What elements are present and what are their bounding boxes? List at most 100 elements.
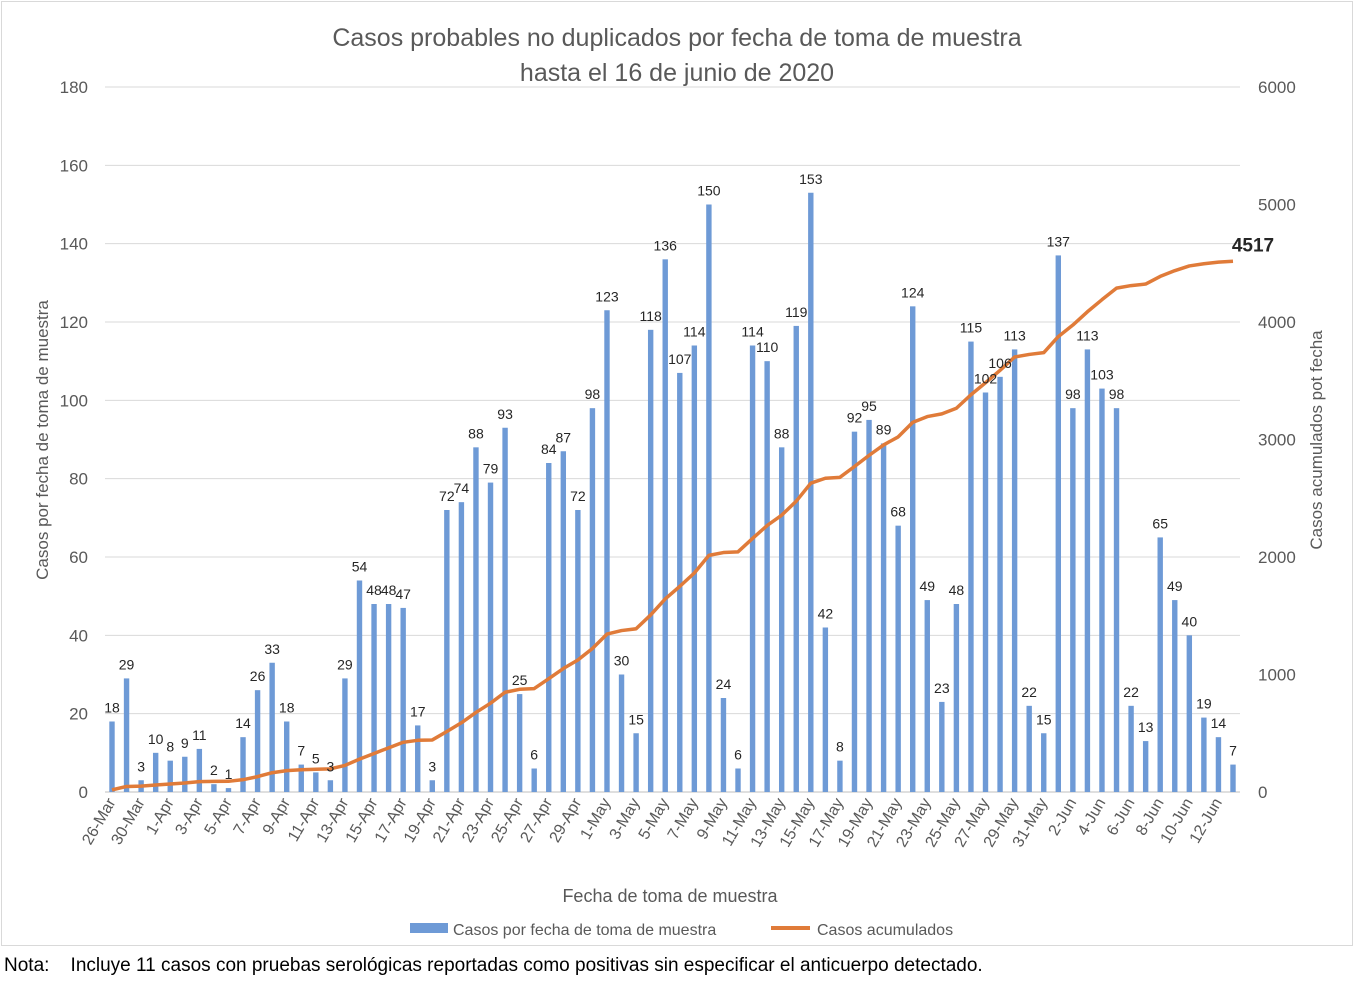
y-tick-label: 60 (69, 548, 88, 567)
bar-data-label: 110 (756, 339, 779, 355)
bar-data-label: 98 (1065, 386, 1081, 402)
bar (1128, 705, 1134, 792)
bar-data-label: 89 (876, 421, 892, 437)
y2-axis-label: Casos acumulados pot fecha (1307, 330, 1326, 550)
bar (1157, 537, 1163, 792)
bar-data-label: 153 (799, 171, 823, 187)
bar-data-label: 74 (454, 480, 470, 496)
bar (429, 780, 435, 792)
y-tick-label: 180 (60, 78, 88, 97)
legend-swatch-bars (410, 923, 448, 933)
bar-data-label: 42 (818, 606, 834, 622)
bar (400, 607, 406, 792)
cumulative-end-label: 4517 (1232, 235, 1274, 256)
bar (851, 431, 858, 792)
bar (196, 748, 203, 792)
bar (982, 392, 989, 792)
bar (706, 204, 712, 792)
bar (444, 510, 450, 792)
bar (415, 725, 421, 792)
y2-tick-label: 0 (1258, 783, 1267, 802)
bar (633, 733, 639, 792)
bar (939, 701, 945, 792)
line-series (111, 259, 1234, 792)
bar (1142, 741, 1149, 792)
bar-data-label: 26 (250, 668, 266, 684)
bar (720, 698, 727, 792)
bar (910, 306, 916, 792)
bar (458, 502, 465, 792)
bar (254, 690, 261, 792)
bar (793, 325, 799, 792)
bar-data-label: 15 (628, 711, 644, 727)
bar-data-label: 2 (210, 762, 218, 778)
y-tick-label: 100 (60, 391, 88, 410)
bar-data-label: 24 (716, 676, 732, 692)
bar (895, 525, 901, 792)
y2-tick-label: 2000 (1258, 548, 1296, 567)
y-tick-label: 80 (69, 470, 88, 489)
y2-tick-label: 5000 (1258, 196, 1296, 215)
bar-data-label: 113 (1003, 327, 1026, 343)
chart-subtitle: hasta el 16 de junio de 2020 (520, 59, 834, 87)
bar (589, 408, 596, 792)
bar-data-label: 3 (428, 758, 436, 774)
bar (1099, 388, 1105, 792)
bar (560, 451, 567, 792)
bar-data-label: 136 (654, 237, 678, 253)
bar-data-label: 103 (1090, 367, 1114, 383)
bar (808, 192, 814, 792)
bar-data-label: 107 (668, 351, 692, 367)
y-axis-label: Casos por fecha de toma de muestra (33, 300, 52, 580)
bar-data-label: 3 (326, 758, 334, 774)
bar-data-label: 7 (1229, 743, 1237, 759)
bar-data-label: 18 (104, 700, 120, 716)
bar-data-label: 19 (1196, 696, 1212, 712)
bar (1026, 705, 1032, 792)
y-tick-label: 40 (69, 626, 88, 645)
bar (677, 372, 683, 792)
bar (269, 662, 275, 792)
bar (953, 604, 960, 792)
y2-tick-label: 3000 (1258, 431, 1296, 450)
bar-data-label: 7 (297, 743, 305, 759)
bar (1172, 600, 1178, 792)
bar (327, 780, 334, 792)
bar (109, 721, 115, 792)
bar (182, 756, 188, 792)
bar-data-label: 1 (225, 766, 233, 782)
bar (502, 427, 508, 792)
bar-data-label: 48 (381, 582, 397, 598)
bar (487, 482, 494, 792)
y2-tick-label: 6000 (1258, 78, 1296, 97)
bar-data-label: 118 (639, 308, 662, 324)
bar-data-label: 14 (235, 715, 251, 731)
bar (1230, 764, 1236, 792)
y-tick-label: 160 (60, 156, 88, 175)
chart: Casos probables no duplicados por fecha … (1, 1, 1353, 946)
bar-data-label: 92 (847, 410, 863, 426)
bar (997, 376, 1003, 792)
bar-data-label: 98 (585, 386, 601, 402)
bar-data-label: 114 (683, 324, 706, 340)
bar (240, 737, 246, 792)
bar-data-label: 65 (1152, 515, 1168, 531)
bar-data-label: 6 (734, 747, 742, 763)
bar-data-label: 68 (890, 504, 906, 520)
bar-data-label: 29 (337, 656, 353, 672)
bar (371, 604, 377, 792)
bar (1055, 255, 1061, 792)
bar (473, 447, 479, 792)
bar (1041, 733, 1047, 792)
bar (225, 788, 232, 792)
bar-data-label: 17 (410, 703, 426, 719)
bar (123, 678, 130, 792)
bar-data-label: 93 (497, 406, 513, 422)
bar-data-label: 11 (192, 727, 207, 743)
bar (1201, 717, 1207, 792)
bar (1011, 349, 1018, 792)
bar (1186, 635, 1193, 792)
bar-data-label: 8 (166, 739, 174, 755)
bar (604, 310, 610, 792)
